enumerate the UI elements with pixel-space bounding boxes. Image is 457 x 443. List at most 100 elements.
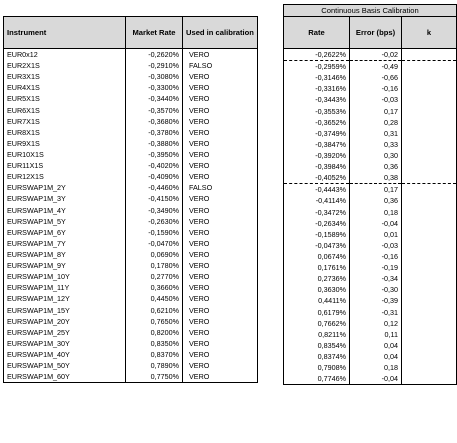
calibrated-rate-cell: 0,4411% [318,296,346,306]
instrument-cell: EURSWAP1M_10Y [7,272,70,282]
error-bps-cell: 0,11 [349,328,402,340]
market-rate-cell: 0,4450% [125,293,183,305]
used-in-calibration-cell: VERO [182,293,258,305]
error-bps-cell: 0,33 [349,138,402,150]
market-rate-cell: 0,8370% [125,348,183,361]
instrument-cell: EURSWAP1M_4Y [7,205,66,215]
calibration-row: -0,1589% 0,01 [284,228,457,240]
k-cell [401,273,457,285]
market-rate-cell: -0,3780% [125,126,183,138]
instrument-row: EUR7X1S -0,3680% VERO [4,115,258,127]
used-in-calibration-cell: VERO [182,71,258,83]
instrument-row: EURSWAP1M_12Y 0,4450% VERO [4,293,258,305]
error-bps-cell: 0,12 [349,317,402,329]
market-rate-cell: -0,4020% [125,160,183,172]
used-in-calibration-cell: VERO [182,104,258,116]
k-cell [401,206,457,218]
calibration-row: 0,8374% 0,04 [284,350,457,363]
instrument-row: EUR6X1S -0,3570% VERO [4,104,258,116]
calibrated-rate-cell: 0,0674% [317,252,346,262]
calibrated-rate-cell: -0,3984% [315,162,346,172]
instrument-cell: EURSWAP1M_30Y [7,338,70,348]
calibration-row: 0,8354% 0,04 [284,339,457,351]
calibrated-rate-cell: 0,7908% [317,363,346,373]
market-rate-cell: -0,3300% [125,82,183,94]
used-in-calibration-cell: VERO [182,371,258,383]
k-cell [401,138,457,150]
header-error: Error (bps) [349,16,402,49]
calibrated-rate-cell: -0,3472% [315,207,346,217]
used-in-calibration-cell: VERO [182,315,258,327]
calibration-row: -0,3316% -0,16 [284,83,457,95]
calibrated-rate-cell: -0,3920% [315,151,346,161]
instrument-cell: EURSWAP1M_2Y [7,183,66,193]
calibrated-rate-cell: 0,7662% [317,318,346,328]
used-in-calibration-cell: VERO [182,260,258,272]
used-in-calibration-cell: VERO [182,248,258,261]
instrument-cell: EURSWAP1M_5Y [7,216,66,226]
calibration-title: Continuous Basis Calibration [283,4,457,17]
k-cell [401,161,457,173]
calibration-row: -0,4052% 0,38 [283,172,457,185]
calibration-row: 0,7662% 0,12 [284,317,457,329]
calibration-row: 0,7746% -0,04 [284,373,457,385]
used-in-calibration-cell: VERO [182,348,258,361]
k-cell [401,339,457,351]
instrument-cell: EURSWAP1M_8Y [7,250,66,260]
instrument-row: EUR10X1S -0,3950% VERO [4,148,258,161]
instrument-cell: EURSWAP1M_6Y [7,227,66,237]
market-rate-cell: 0,6210% [125,304,183,316]
calibration-row: -0,4443% 0,17 [284,183,457,196]
market-rate-cell: 0,1780% [125,260,183,272]
market-rate-cell: -0,3570% [125,104,183,116]
instrument-cell: EURSWAP1M_3Y [7,194,66,204]
k-cell [401,83,457,95]
k-cell [401,48,457,62]
error-bps-cell: 0,28 [349,116,402,128]
calibrated-rate-cell: -0,3316% [315,84,346,94]
instrument-cell: EUR0x12 [7,50,38,60]
calibrated-rate-cell: -0,2634% [315,218,346,228]
k-cell [401,306,457,318]
calibration-row: -0,3146% -0,66 [284,72,457,84]
market-rate-cell: 0,3660% [125,282,183,294]
calibrated-rate-cell: 0,8354% [317,340,346,350]
k-cell [401,350,457,363]
k-cell [401,172,457,185]
instrument-row: EURSWAP1M_2Y -0,4460% FALSO [4,182,258,194]
instrument-row: EUR8X1S -0,3780% VERO [4,126,258,138]
instrument-cell: EUR2X1S [7,61,40,71]
used-in-calibration-cell: VERO [182,126,258,138]
k-cell [401,262,457,274]
calibrated-rate-cell: 0,6179% [317,307,346,317]
used-in-calibration-cell: VERO [182,82,258,94]
k-cell [401,228,457,240]
k-cell [401,116,457,128]
instrument-cell: EUR8X1S [7,127,40,137]
error-bps-cell: -0,19 [349,262,402,274]
used-in-calibration-cell: VERO [182,148,258,161]
market-rate-cell: -0,1590% [125,226,183,238]
calibrated-rate-cell: -0,2959% [315,62,346,72]
instrument-row: EURSWAP1M_3Y -0,4150% VERO [4,193,258,205]
market-rate-cell: 0,7650% [125,315,183,327]
calibrated-rate-cell: -0,3749% [315,128,346,138]
used-in-calibration-cell: VERO [182,171,258,183]
k-cell [401,94,457,106]
calibration-row: 0,3630% -0,30 [284,284,457,296]
calibration-row: -0,3984% 0,36 [284,161,457,173]
error-bps-cell: 0,36 [349,161,402,173]
instrument-cell: EURSWAP1M_25Y [7,327,70,337]
k-cell [401,239,457,251]
calibration-row: -0,3652% 0,28 [284,116,457,128]
error-bps-cell: -0,04 [349,373,402,385]
market-rate-cell: 0,2770% [125,271,183,283]
calibrated-rate-cell: -0,4052% [283,172,350,185]
k-cell [401,195,457,207]
used-in-calibration-cell: FALSO [182,60,258,72]
k-cell [401,328,457,340]
calibrated-rate-cell: 0,3630% [317,285,346,295]
header-rate: Rate [283,16,350,49]
error-bps-cell: 0,18 [349,206,402,218]
error-bps-cell: -0,16 [349,250,402,263]
